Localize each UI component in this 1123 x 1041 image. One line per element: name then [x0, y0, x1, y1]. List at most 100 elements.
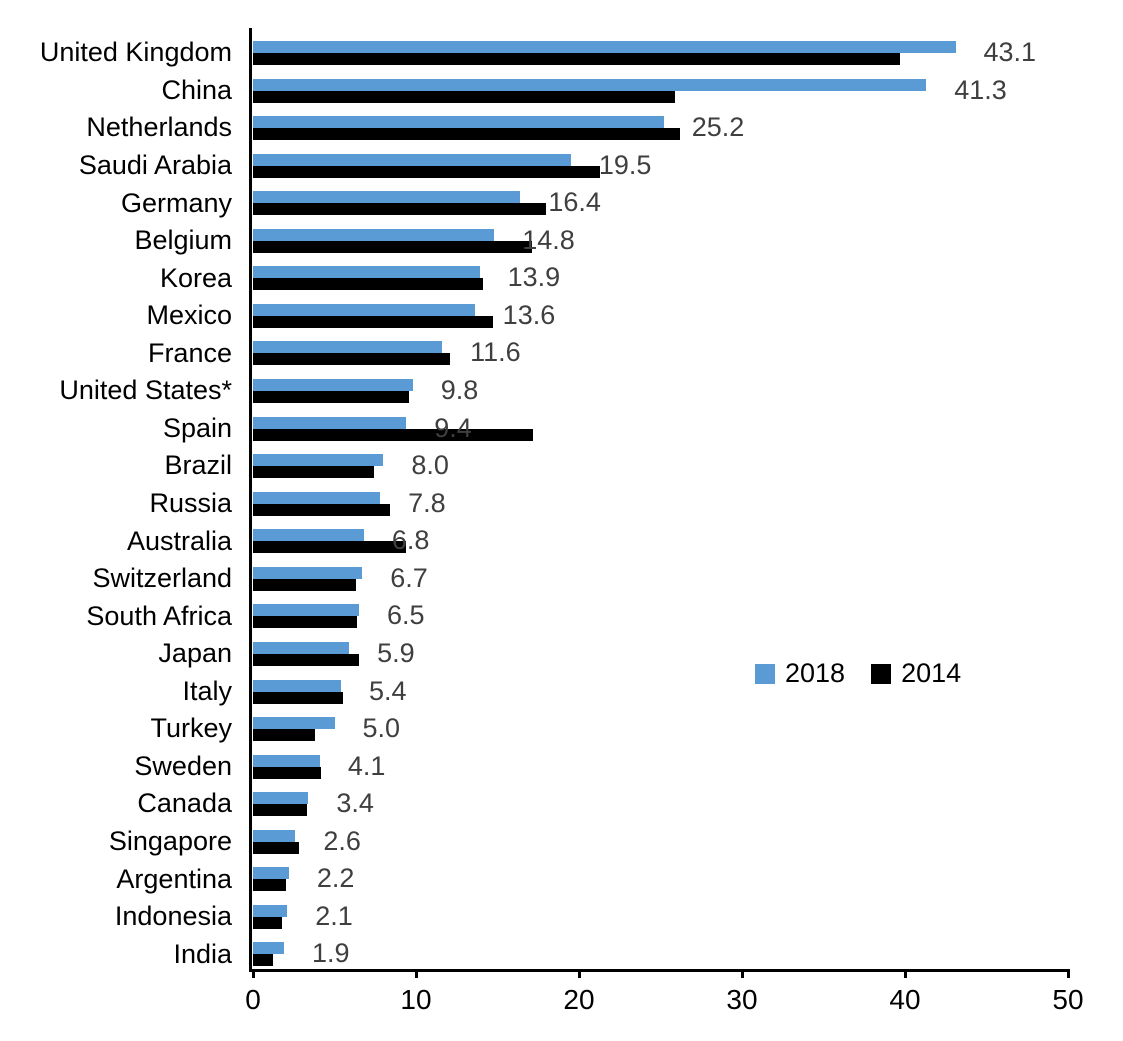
- bar-2014-australia: [253, 541, 407, 554]
- x-axis-line: [249, 969, 1070, 972]
- bar-2014-argentina: [253, 879, 286, 892]
- value-label-korea: 13.9: [507, 262, 561, 293]
- value-label-germany: 16.4: [548, 187, 601, 218]
- bar-2018-belgium: [253, 228, 495, 241]
- bar-2018-netherlands: [253, 116, 664, 129]
- bar-2014-japan: [253, 653, 359, 666]
- value-label-switzerland: 6.7: [390, 562, 428, 593]
- bar-2018-united-states: [253, 379, 413, 392]
- bar-2014-netherlands: [253, 128, 681, 141]
- bar-2014-france: [253, 353, 451, 366]
- legend-entry-2018: 2018: [755, 658, 845, 689]
- bar-2018-south-africa: [253, 604, 359, 617]
- value-label-turkey: 5.0: [362, 713, 401, 744]
- bar-2014-sweden: [253, 766, 322, 779]
- value-label-united-states: 9.8: [440, 375, 479, 406]
- category-label-canada: Canada: [137, 788, 232, 819]
- category-label-italy: Italy: [182, 675, 232, 706]
- bar-2014-united-kingdom: [253, 53, 901, 65]
- category-label-united-kingdom: United Kingdom: [39, 37, 232, 68]
- bar-2014-germany: [253, 203, 547, 216]
- value-label-canada: 3.4: [336, 788, 374, 819]
- category-label-belgium: Belgium: [134, 225, 232, 256]
- bar-2014-canada: [253, 804, 307, 817]
- bar-2018-france: [253, 341, 443, 354]
- category-label-australia: Australia: [126, 525, 232, 556]
- bar-2014-indonesia: [253, 916, 283, 929]
- category-label-turkey: Turkey: [150, 713, 232, 744]
- bar-2018-japan: [253, 641, 350, 654]
- value-label-spain: 9.4: [434, 412, 472, 443]
- category-label-netherlands: Netherlands: [86, 112, 232, 143]
- value-label-netherlands: 25.2: [691, 112, 745, 143]
- value-label-sweden: 4.1: [347, 750, 386, 781]
- value-label-indonesia: 2.1: [315, 900, 353, 931]
- category-label-japan: Japan: [158, 638, 232, 669]
- bar-2018-united-kingdom: [253, 41, 956, 53]
- bar-2014-united-states: [253, 391, 410, 404]
- x-tick-mark-10: [415, 969, 418, 978]
- bar-2014-india: [253, 954, 273, 967]
- x-tick-label-10: 10: [400, 984, 432, 1015]
- value-label-south-africa: 6.5: [386, 600, 425, 631]
- value-label-australia: 6.8: [391, 525, 430, 556]
- bar-2014-switzerland: [253, 578, 356, 591]
- bar-2014-korea: [253, 278, 483, 291]
- bar-2014-brazil: [253, 466, 374, 479]
- x-tick-label-30: 30: [726, 984, 758, 1015]
- bar-2014-south-africa: [253, 616, 358, 629]
- value-label-argentina: 2.2: [316, 863, 355, 894]
- category-label-germany: Germany: [120, 187, 232, 218]
- bar-2014-turkey: [253, 729, 315, 742]
- bar-2018-canada: [253, 792, 309, 805]
- category-label-india: India: [173, 938, 232, 969]
- value-label-mexico: 13.6: [502, 299, 556, 330]
- bar-2018-spain: [253, 416, 407, 429]
- value-label-china: 41.3: [954, 74, 1007, 105]
- value-label-japan: 5.9: [377, 637, 415, 668]
- bar-2018-italy: [253, 679, 342, 692]
- bar-2018-china: [253, 78, 927, 91]
- value-label-belgium: 14.8: [522, 224, 575, 255]
- value-label-italy: 5.4: [369, 675, 407, 706]
- category-label-brazil: Brazil: [164, 450, 232, 481]
- bar-2018-mexico: [253, 303, 475, 316]
- x-tick-mark-30: [741, 969, 744, 978]
- category-label-switzerland: Switzerland: [92, 563, 232, 594]
- bar-2018-sweden: [253, 754, 320, 767]
- category-label-argentina: Argentina: [116, 863, 232, 894]
- y-axis-line: [249, 28, 252, 972]
- bar-2014-spain: [253, 428, 534, 441]
- bar-2018-germany: [253, 191, 521, 204]
- x-tick-mark-20: [578, 969, 581, 978]
- bar-2018-turkey: [253, 717, 335, 730]
- category-label-sweden: Sweden: [134, 750, 232, 781]
- category-label-saudi-arabia: Saudi Arabia: [78, 149, 232, 180]
- category-label-united-states: United States*: [59, 375, 232, 406]
- value-label-brazil: 8.0: [411, 450, 449, 481]
- bar-2018-indonesia: [253, 904, 288, 917]
- value-label-saudi-arabia: 19.5: [598, 149, 652, 180]
- bar-2018-switzerland: [253, 566, 363, 579]
- value-label-india: 1.9: [311, 938, 350, 969]
- value-label-france: 11.6: [470, 337, 521, 368]
- x-tick-label-50: 50: [1052, 984, 1084, 1015]
- category-label-france: France: [147, 337, 232, 368]
- bar-2014-china: [253, 90, 676, 103]
- category-label-south-africa: South Africa: [86, 600, 232, 631]
- bar-2018-korea: [253, 266, 480, 279]
- category-label-korea: Korea: [159, 262, 232, 293]
- legend-label-2014: 2014: [901, 658, 962, 688]
- bar-2018-australia: [253, 529, 364, 542]
- legend-label-2018: 2018: [785, 658, 846, 688]
- category-label-russia: Russia: [149, 487, 232, 518]
- bar-2018-brazil: [253, 454, 384, 467]
- x-tick-label-20: 20: [563, 984, 595, 1015]
- legend-entry-2014: 2014: [871, 658, 961, 689]
- category-label-indonesia: Indonesia: [114, 901, 232, 932]
- bar-2018-russia: [253, 491, 381, 504]
- legend-swatch-2014: [871, 663, 892, 684]
- value-label-russia: 7.8: [408, 487, 446, 518]
- bar-2014-italy: [253, 691, 343, 704]
